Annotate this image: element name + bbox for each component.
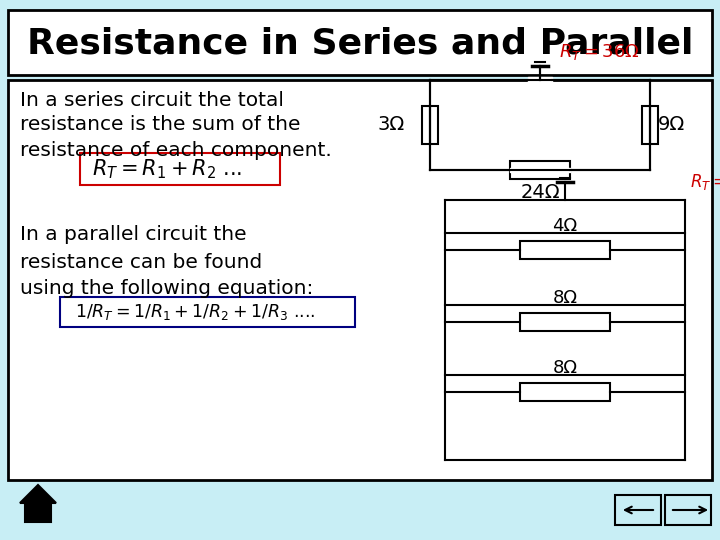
Bar xyxy=(615,495,661,525)
Text: 9Ω: 9Ω xyxy=(658,116,685,134)
Bar xyxy=(8,80,712,480)
Text: 3Ω: 3Ω xyxy=(378,116,405,134)
Text: $R_T = 36\Omega$: $R_T = 36\Omega$ xyxy=(559,42,640,62)
Text: $R_T = R_1 + R_2$ ...: $R_T = R_1 + R_2$ ... xyxy=(92,157,243,181)
Bar xyxy=(642,106,658,144)
Bar xyxy=(8,10,712,75)
Text: resistance of each component.: resistance of each component. xyxy=(20,140,332,159)
Text: $R_T = 2\Omega$: $R_T = 2\Omega$ xyxy=(690,172,720,192)
Text: resistance can be found: resistance can be found xyxy=(20,253,262,272)
Text: Resistance in Series and Parallel: Resistance in Series and Parallel xyxy=(27,26,693,60)
Text: 4Ω: 4Ω xyxy=(552,217,577,235)
Text: $1/R_T = 1/R_1 + 1/R_2 + 1/R_3$ ....: $1/R_T = 1/R_1 + 1/R_2 + 1/R_3$ .... xyxy=(75,302,315,322)
Bar xyxy=(520,383,610,401)
Text: 8Ω: 8Ω xyxy=(552,359,577,377)
Text: using the following equation:: using the following equation: xyxy=(20,280,313,299)
Text: resistance is the sum of the: resistance is the sum of the xyxy=(20,116,300,134)
Bar xyxy=(520,313,610,331)
Bar xyxy=(520,241,610,259)
Polygon shape xyxy=(20,485,56,503)
Text: In a series circuit the total: In a series circuit the total xyxy=(20,91,284,110)
Bar xyxy=(665,495,711,525)
Text: 24Ω: 24Ω xyxy=(520,183,560,201)
Text: 8Ω: 8Ω xyxy=(552,289,577,307)
Bar xyxy=(510,161,570,179)
Bar xyxy=(60,297,355,327)
Bar xyxy=(422,106,438,144)
Text: In a parallel circuit the: In a parallel circuit the xyxy=(20,226,247,245)
Bar xyxy=(80,153,280,185)
Bar xyxy=(25,503,51,522)
